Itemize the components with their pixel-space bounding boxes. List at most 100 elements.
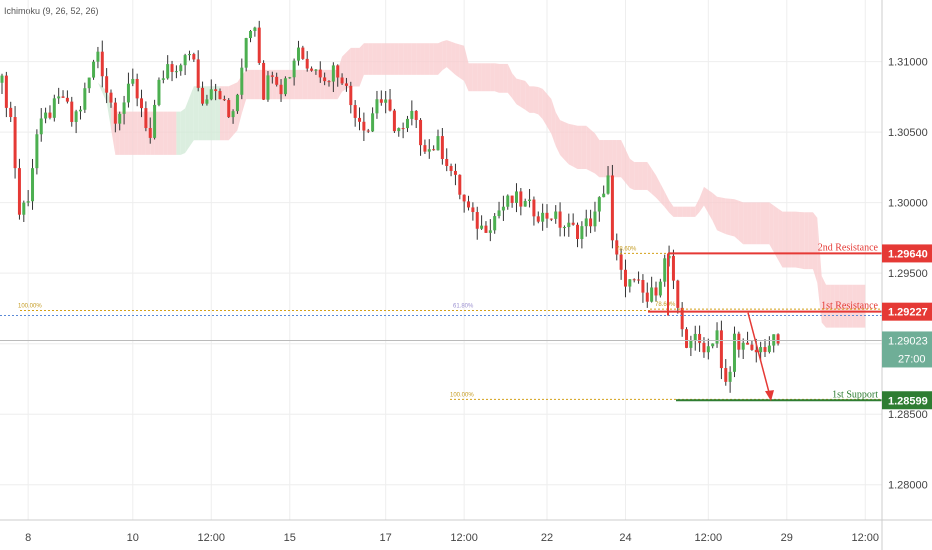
candle-body [392,110,396,132]
ichimoku-cloud-segment [738,200,744,245]
candle-body [283,78,287,95]
candle-body [580,226,584,240]
ichimoku-cloud-segment [215,86,220,141]
ichimoku-cloud-segment [525,80,530,113]
candle-body [205,99,209,104]
candle-body [510,195,514,203]
candle-body [170,64,174,72]
candle-body [157,79,161,105]
candle-body [449,165,453,171]
ichimoku-cloud-segment [860,284,866,328]
candle-body [301,47,305,59]
ichimoku-cloud-segment [577,125,582,170]
ichimoku-cloud-segment [743,202,748,245]
candle-body [161,78,165,80]
candle-body [31,168,35,202]
ichimoku-cloud-segment [682,206,687,217]
ichimoku-cloud-segment [603,140,609,178]
candle-body [772,334,776,346]
candle-body [419,119,423,146]
ichimoku-cloud-segment [852,284,857,328]
candle-body [541,212,545,222]
ichimoku-cloud-segment [446,40,452,71]
ichimoku-cloud-segment [307,69,312,100]
ichimoku-cloud-segment [821,275,827,328]
candle-body [445,158,449,166]
ichimoku-cloud-segment [124,111,129,155]
ichimoku-cloud-segment [538,86,543,120]
price-badge [882,244,932,263]
ichimoku-cloud-segment [677,206,683,217]
candle-body [13,117,17,169]
candle-body [305,58,309,69]
ichimoku-cloud-segment [472,63,478,92]
candle-body [693,333,697,341]
candle-body [209,89,213,100]
projection-arrowhead [765,390,774,402]
candle-body [619,254,623,270]
candle-body [576,224,580,240]
candle-body [711,343,715,347]
countdown-timer: 27:00 [898,353,926,365]
candle-body [628,279,632,287]
ichimoku-cloud-segment [834,284,840,328]
ichimoku-cloud-segment [782,211,787,268]
candle-body [292,60,296,78]
candle-body [523,201,527,207]
candle-body [371,113,375,132]
ichimoku-cloud-segment [455,43,460,78]
ichimoku-cloud-segment [599,140,604,178]
ichimoku-cloud-segment [568,123,574,167]
level-label: 1st Support [832,389,878,400]
ichimoku-cloud-segment [97,82,103,93]
candle-body [427,149,431,152]
candle-body [375,99,379,114]
ichimoku-cloud-segment [642,162,648,190]
candle-body [545,212,549,219]
candle-body [379,99,383,103]
candle-body [126,83,130,103]
candle-body [676,280,680,308]
candle-body [231,111,235,118]
candle-body [201,87,205,104]
candle-body [240,67,244,95]
ichimoku-cloud-segment [459,44,465,82]
candle-body [131,78,135,84]
ichimoku-cloud-segment [542,88,547,127]
candle-body [615,240,619,255]
candle-body [327,81,331,83]
ichimoku-cloud-segment [612,140,617,178]
candle-body [4,75,8,108]
candle-body [776,334,780,344]
candle-body [35,134,39,169]
ichimoku-cloud-segment [699,186,704,212]
candle-body [183,55,187,66]
time-tick-label: 24 [619,532,631,544]
candle-body [532,199,536,217]
ichimoku-cloud-segment [647,162,652,194]
ichimoku-cloud-segment [690,206,696,217]
ichimoku-cloud-segment [420,43,425,75]
ichimoku-cloud-segment [429,43,434,75]
ichimoku-cloud-segment [769,202,774,253]
ichimoku-cloud-segment [132,111,138,155]
ichimoku-cloud-segment [167,111,173,155]
ichimoku-cloud-segment [385,43,391,75]
candle-body [728,371,732,382]
candle-body [528,199,532,202]
candle-body [558,211,562,228]
candle-body [453,170,457,175]
candle-body [105,76,109,93]
ichimoku-cloud-segment [695,197,700,217]
candle-body [214,89,218,92]
candle-body [218,91,222,100]
ichimoku-cloud-segment [503,63,508,93]
candle-body [763,347,767,352]
candle-body [440,136,444,159]
time-tick-label: 17 [380,532,392,544]
ichimoku-cloud-segment [765,202,770,245]
ichimoku-cloud-segment [608,140,613,178]
fib-label: 100.00% [450,392,474,398]
ichimoku-cloud-segment [494,63,500,93]
